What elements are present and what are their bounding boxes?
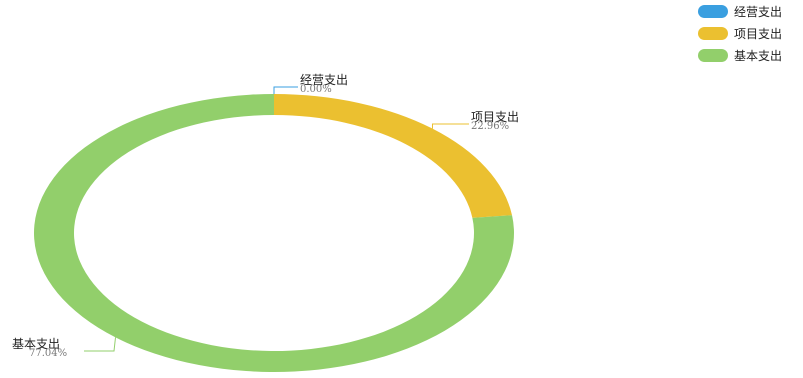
legend-swatch[interactable] (698, 5, 728, 18)
legend-swatch[interactable] (698, 49, 728, 62)
slice-leader-line (431, 123, 469, 129)
legend-label[interactable]: 经营支出 (734, 5, 782, 19)
slice-leader-line (273, 86, 298, 94)
slice-leader-line (84, 337, 117, 352)
slice-percent: 0.00% (300, 84, 332, 95)
slice-label: 经营支出 (300, 73, 348, 87)
slice-percent: 22.96% (471, 121, 509, 132)
slice-label: 项目支出 (471, 110, 519, 124)
slice-label: 基本支出 (12, 337, 60, 351)
donut-slices (34, 94, 515, 372)
legend-label[interactable]: 项目支出 (734, 27, 782, 41)
legend-swatch[interactable] (698, 27, 728, 40)
legend-label[interactable]: 基本支出 (734, 49, 782, 63)
slice-percent: 77.04% (29, 348, 67, 359)
donut-slice[interactable] (274, 94, 513, 218)
